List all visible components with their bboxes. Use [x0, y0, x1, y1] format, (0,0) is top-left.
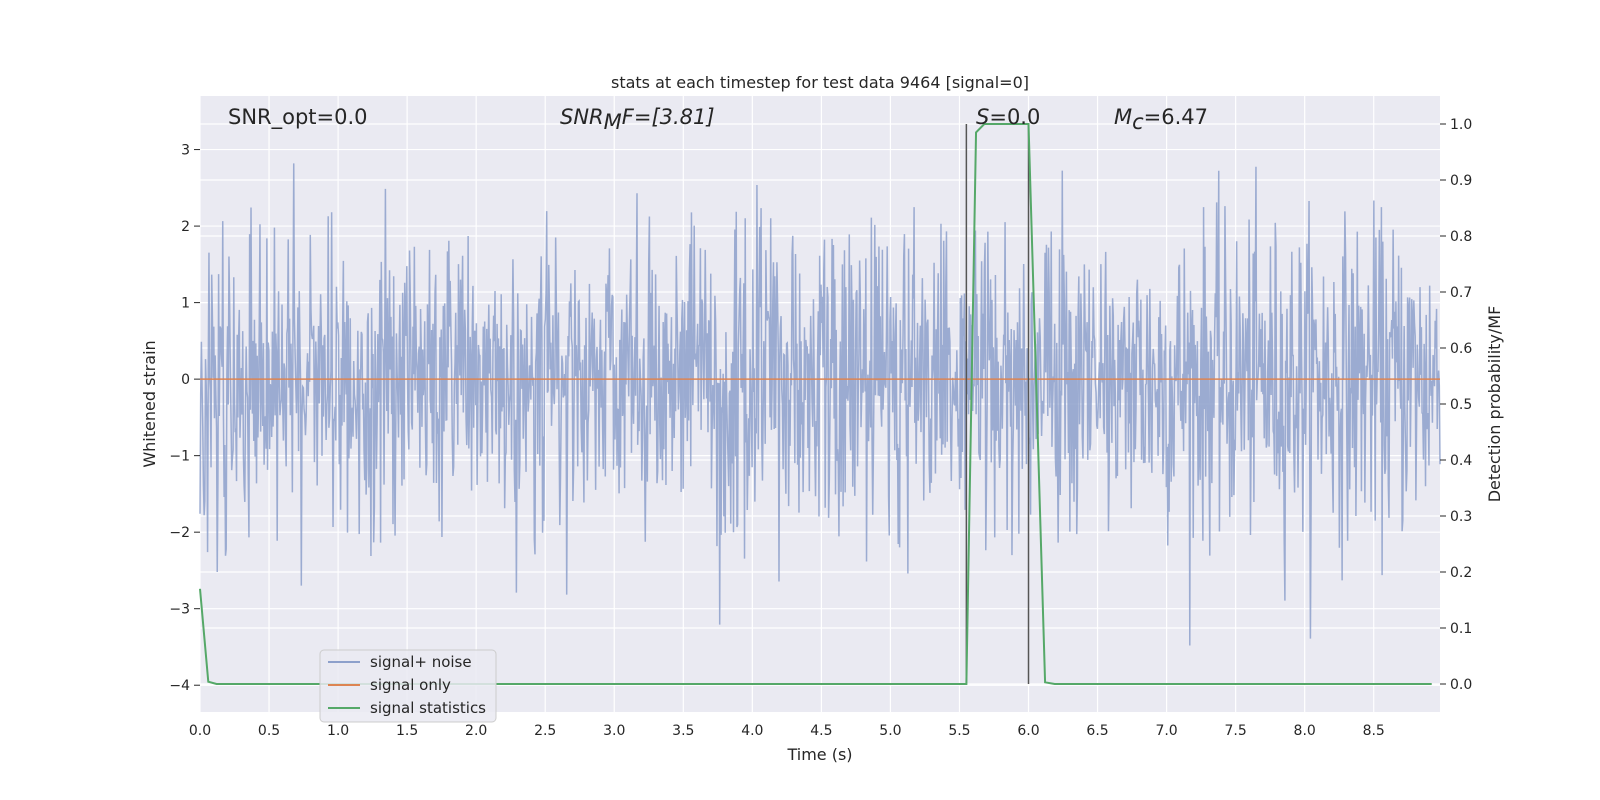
- x-tick-label: 0.5: [258, 723, 280, 739]
- legend: signal+ noise signal only signal statist…: [319, 649, 497, 723]
- x-tick-label: 5.5: [948, 723, 970, 739]
- x-tick-label: 8.0: [1294, 723, 1316, 739]
- annotation-mc: Mc=6.47: [1114, 105, 1208, 134]
- series-lines: [199, 123, 1440, 685]
- y-right-tick-label: 1.0: [1450, 117, 1472, 133]
- annotation-snr-mf: SNRMF=[3.81]: [560, 105, 715, 134]
- x-tick-label: 2.5: [534, 723, 556, 739]
- y-left-tick-label: 2: [181, 219, 190, 235]
- x-tick-label: 6.0: [1017, 723, 1039, 739]
- y-left-tick-label: −3: [169, 602, 190, 618]
- x-tick-label: 3.0: [603, 723, 625, 739]
- y-left-tick-label: 1: [181, 296, 190, 312]
- y-left-tick-label: −1: [169, 449, 190, 465]
- y-right-tick-label: 0.3: [1450, 509, 1472, 525]
- x-tick-label: 8.5: [1363, 723, 1385, 739]
- x-tick-label: 1.5: [396, 723, 418, 739]
- y-right-tick-label: 0.0: [1450, 677, 1472, 693]
- annotation-mc-main: M: [1114, 105, 1132, 129]
- annotation-snr-opt: SNR_opt=0.0: [228, 105, 368, 130]
- x-tick-label: 3.5: [672, 723, 694, 739]
- legend-label-signal-noise: signal+ noise: [370, 653, 472, 671]
- y-left-axis-label: Whitened strain: [140, 340, 159, 467]
- y-left-tick-label: −2: [169, 525, 190, 541]
- y-right-tick-labels: 1.0 0.9 0.8 0.7 0.6 0.5 0.4 0.3 0.2 0.1 0.0: [1440, 117, 1472, 693]
- y-right-tick-label: 0.2: [1450, 565, 1472, 581]
- y-right-tick-label: 0.5: [1450, 397, 1472, 413]
- chart-title: stats at each timestep for test data 946…: [611, 73, 1029, 92]
- y-left-tick-label: 3: [181, 143, 190, 159]
- annotation-snr-mf-main: SNR: [560, 105, 604, 129]
- x-tick-label: 1.0: [327, 723, 349, 739]
- y-right-axis-label: Detection probability/MF: [1485, 306, 1504, 503]
- series-signal-plus-noise: [199, 163, 1441, 646]
- line-signal-statistics: [199, 123, 1432, 685]
- legend-label-signal-only: signal only: [370, 676, 451, 694]
- annotation-mc-rest: =6.47: [1144, 105, 1208, 129]
- y-right-tick-label: 0.7: [1450, 285, 1472, 301]
- line-signal-plus-noise: [199, 163, 1441, 646]
- annotation-snr-mf-rest: F=[3.81]: [622, 105, 715, 129]
- x-tick-label: 6.5: [1086, 723, 1108, 739]
- annotation-snr-mf-sub: M: [604, 110, 622, 134]
- x-tick-labels: 0.0 0.5 1.0 1.5 2.0 2.5 3.0 3.5 4.0 4.5 5.0 5.5 6.0 6…: [189, 723, 1385, 739]
- legend-box: [319, 649, 497, 723]
- x-tick-label: 4.0: [741, 723, 763, 739]
- annotation-mc-sub: c: [1132, 110, 1144, 134]
- y-left-tick-labels: 3 2 1 0 −1 −2 −3 −4: [169, 143, 200, 694]
- annotation-s-main: S: [976, 105, 989, 129]
- x-axis-label: Time (s): [786, 745, 852, 764]
- y-left-tick-label: −4: [169, 678, 190, 694]
- x-tick-label: 7.5: [1225, 723, 1247, 739]
- x-tick-label: 7.0: [1155, 723, 1177, 739]
- x-tick-label: 5.0: [879, 723, 901, 739]
- y-left-tick-label: 0: [181, 372, 190, 388]
- x-tick-label: 2.0: [465, 723, 487, 739]
- annotation-s-rest: =0.0: [989, 105, 1040, 129]
- y-right-tick-label: 0.9: [1450, 173, 1472, 189]
- y-right-tick-label: 0.8: [1450, 229, 1472, 245]
- y-right-tick-label: 0.1: [1450, 621, 1472, 637]
- x-tick-label: 0.0: [189, 723, 211, 739]
- y-right-tick-label: 0.6: [1450, 341, 1472, 357]
- y-right-tick-label: 0.4: [1450, 453, 1472, 469]
- legend-label-signal-statistics: signal statistics: [370, 699, 486, 717]
- annotation-s: S=0.0: [976, 105, 1040, 129]
- x-tick-label: 4.5: [810, 723, 832, 739]
